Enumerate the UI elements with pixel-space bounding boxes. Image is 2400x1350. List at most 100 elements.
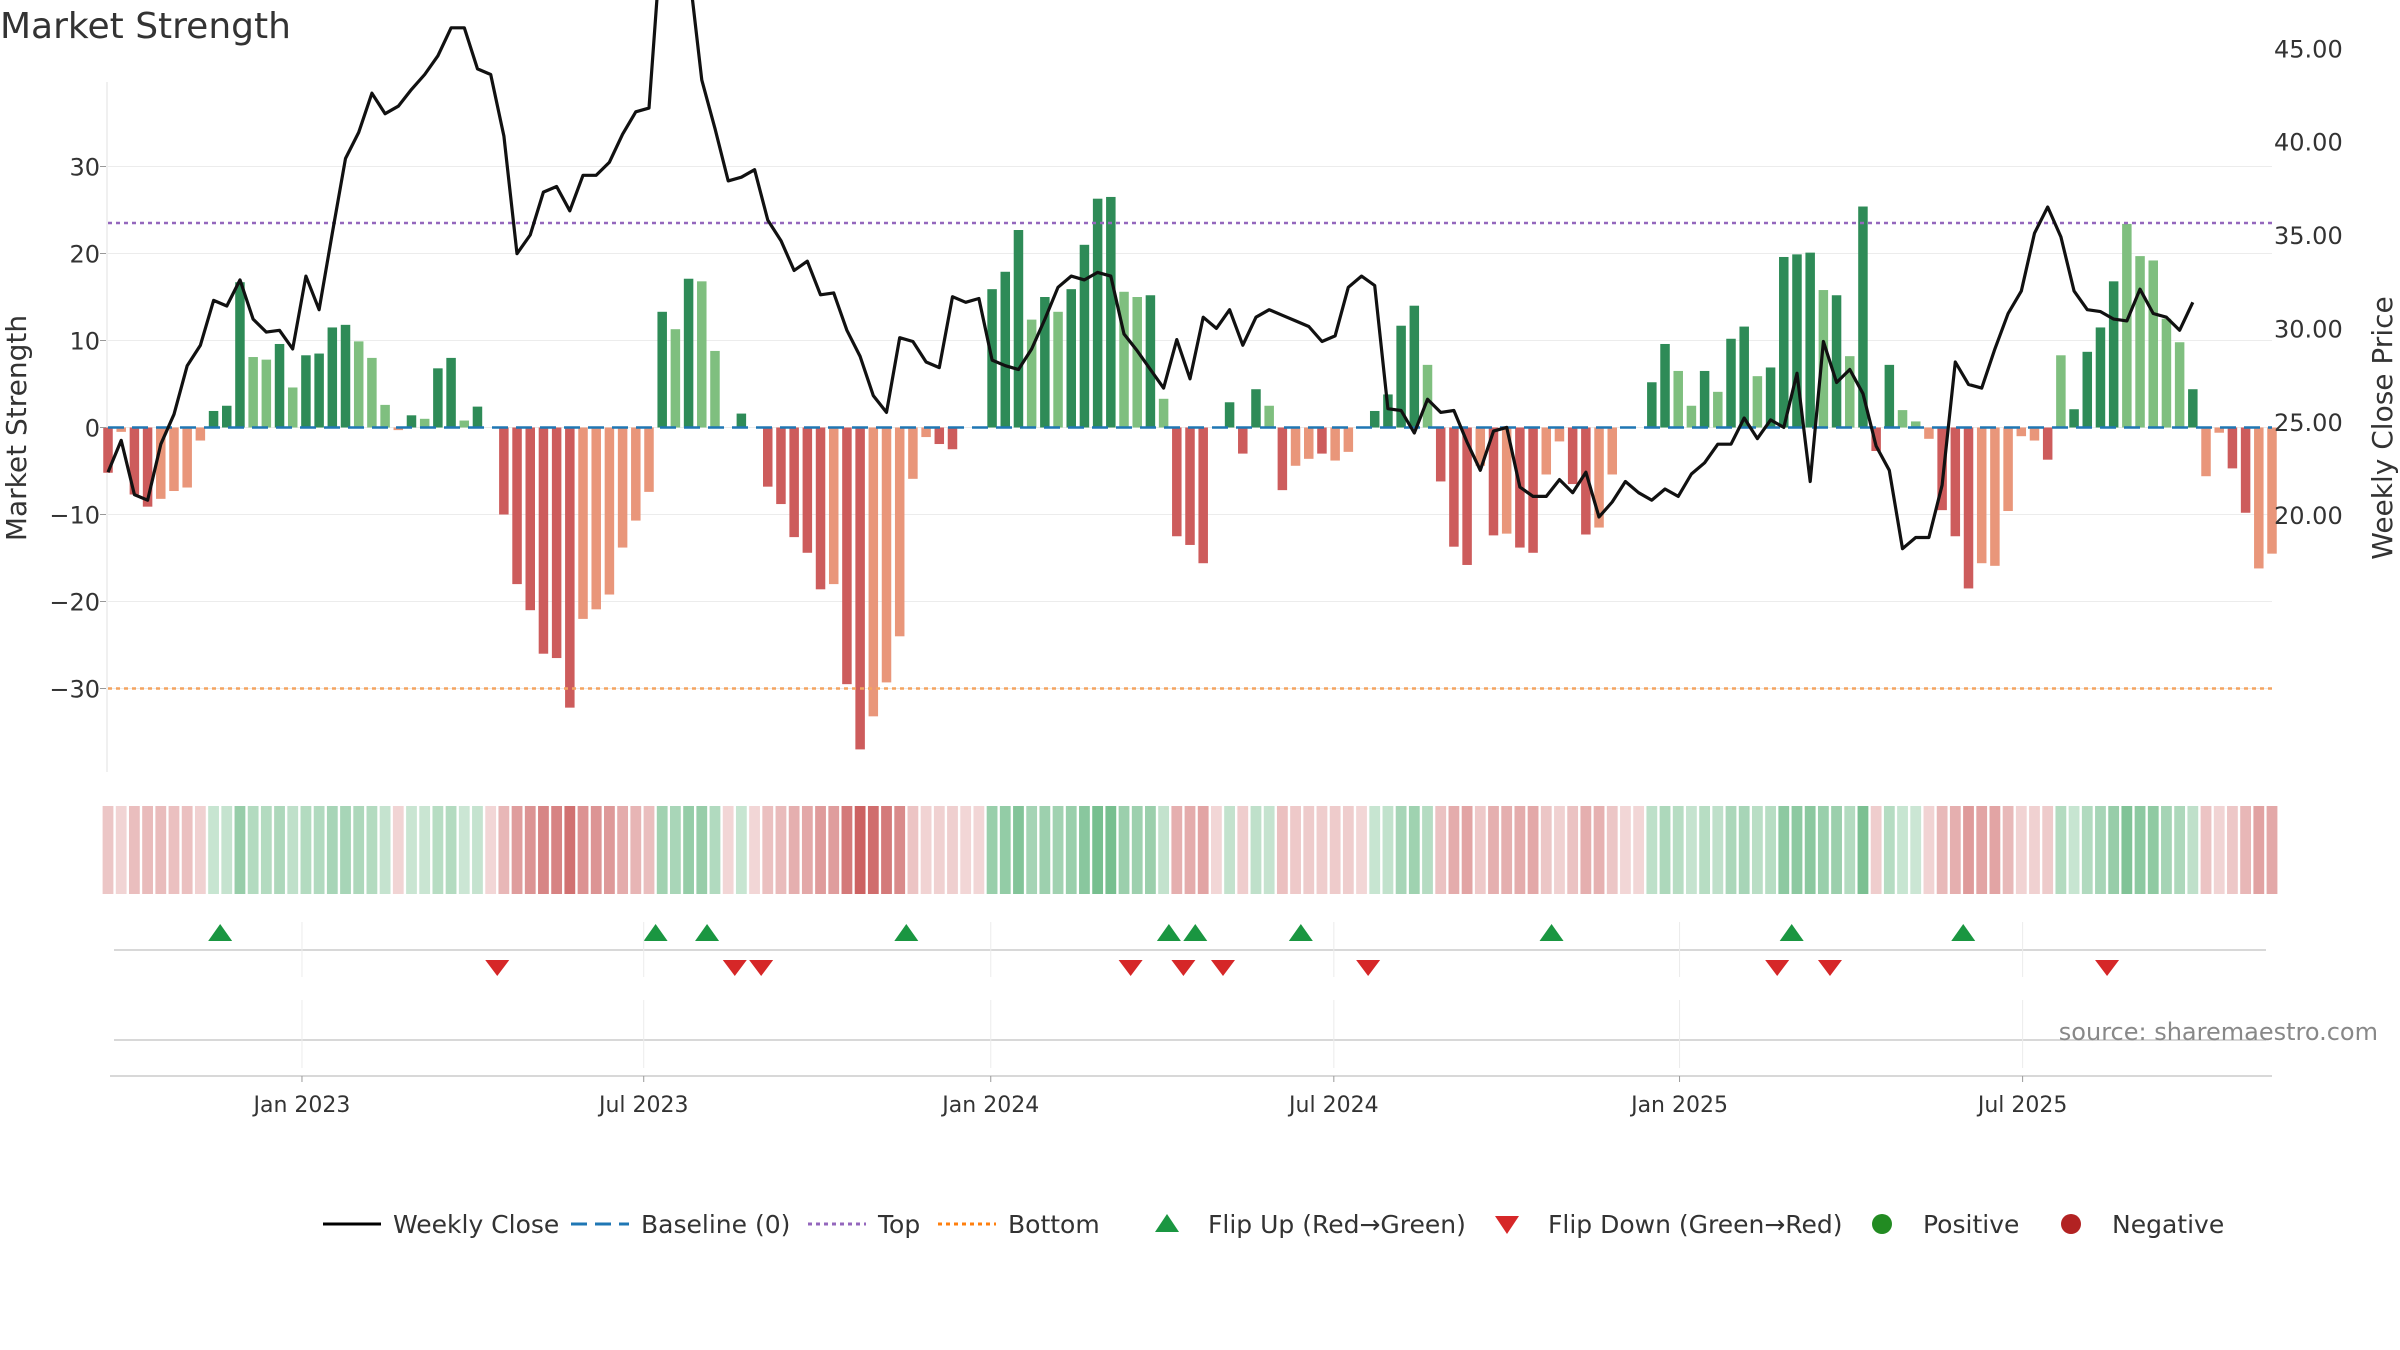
strength-bar bbox=[327, 327, 338, 428]
strength-bar bbox=[353, 341, 364, 428]
strength-bar bbox=[1976, 427, 1987, 564]
strength-bar bbox=[2214, 427, 2224, 433]
strength-bar bbox=[419, 418, 430, 428]
strength-bar bbox=[367, 357, 377, 428]
strength-bar bbox=[683, 278, 694, 428]
strength-bar bbox=[314, 353, 324, 428]
heat-cell bbox=[775, 806, 787, 894]
strength-bar bbox=[1607, 427, 1617, 475]
heat-cell bbox=[1778, 806, 1790, 894]
strength-bar bbox=[1594, 427, 1604, 528]
heat-cell bbox=[1883, 806, 1895, 894]
strength-bar bbox=[908, 427, 918, 479]
strength-bar bbox=[129, 427, 140, 495]
right-tick-label: 40.00 bbox=[2274, 129, 2343, 157]
strength-bar bbox=[1950, 427, 1961, 537]
flip-down-marker bbox=[1817, 960, 1842, 976]
strength-bar bbox=[1330, 427, 1340, 461]
heat-cell bbox=[419, 806, 431, 894]
flip-up-marker bbox=[643, 924, 668, 941]
heat-cell bbox=[2174, 806, 2186, 894]
strength-bar bbox=[222, 405, 232, 428]
heat-cell bbox=[907, 806, 919, 894]
heat-cell bbox=[973, 806, 985, 894]
strength-bar bbox=[1884, 364, 1895, 428]
heat-cell bbox=[1105, 806, 1117, 894]
heat-cell bbox=[1184, 806, 1196, 894]
strength-bar bbox=[472, 406, 483, 428]
strength-bar bbox=[1897, 410, 1908, 428]
strength-bar bbox=[2056, 355, 2066, 428]
y-axis-label-left: Market Strength bbox=[0, 315, 33, 541]
heat-cell bbox=[1580, 806, 1592, 894]
strength-bar bbox=[551, 427, 562, 659]
strength-bar bbox=[2095, 327, 2106, 428]
legend-swatch-circle bbox=[1872, 1214, 1892, 1234]
heat-cell bbox=[815, 806, 826, 894]
heat-cell bbox=[749, 806, 760, 894]
strength-bar bbox=[631, 427, 641, 521]
heat-cell bbox=[102, 806, 114, 894]
heat-cell bbox=[458, 806, 470, 894]
strength-bar bbox=[538, 427, 549, 654]
strength-bar bbox=[182, 427, 192, 488]
strength-bar bbox=[2161, 318, 2172, 428]
flip-up-marker bbox=[1539, 924, 1564, 941]
strength-bar bbox=[1805, 252, 1815, 428]
heat-cell bbox=[2213, 806, 2225, 894]
heat-cell bbox=[181, 806, 193, 894]
x-tick-label: Jan 2023 bbox=[252, 1093, 351, 1118]
heat-cell bbox=[2240, 806, 2252, 894]
heat-cell bbox=[287, 806, 299, 894]
legend-item: Baseline (0) bbox=[571, 1210, 790, 1239]
heat-cell bbox=[1870, 806, 1882, 894]
heat-cell bbox=[1791, 806, 1803, 894]
heat-cell bbox=[1158, 806, 1170, 894]
heat-cell bbox=[1488, 806, 1499, 894]
strength-bar bbox=[1040, 297, 1050, 428]
strength-bar bbox=[1673, 370, 1683, 428]
heat-cell bbox=[604, 806, 615, 894]
heat-cell bbox=[1329, 806, 1341, 894]
strength-bar bbox=[802, 427, 813, 553]
heat-cell bbox=[1633, 806, 1645, 894]
strength-bar bbox=[1647, 382, 1657, 428]
heat-cell bbox=[524, 806, 536, 894]
chart-title: Market Strength bbox=[0, 6, 291, 47]
strength-bar bbox=[2188, 389, 2198, 428]
strength-bar bbox=[1000, 271, 1011, 428]
heat-cell bbox=[168, 806, 180, 894]
strength-bar bbox=[1409, 305, 1420, 428]
legend-swatch-down-triangle bbox=[1495, 1216, 1519, 1234]
heat-cell bbox=[1026, 806, 1038, 894]
strength-bar bbox=[1422, 364, 1433, 428]
strength-bar bbox=[763, 427, 773, 487]
heat-cell bbox=[722, 806, 734, 894]
heat-cell bbox=[1356, 806, 1367, 894]
heat-cell bbox=[947, 806, 958, 894]
strength-bar bbox=[1224, 402, 1235, 428]
strength-bar bbox=[1779, 256, 1789, 428]
strength-bar bbox=[1910, 421, 1921, 428]
strength-bar bbox=[1013, 230, 1024, 428]
heat-cell bbox=[1052, 806, 1064, 894]
heat-cell bbox=[1197, 806, 1209, 894]
flip-up-marker bbox=[1183, 924, 1208, 941]
strength-bar bbox=[1238, 427, 1248, 454]
strength-bar bbox=[1554, 427, 1565, 442]
strength-bar bbox=[2227, 427, 2238, 469]
strength-bar bbox=[380, 404, 390, 428]
strength-bar bbox=[1792, 254, 1802, 428]
heat-cell bbox=[709, 806, 721, 894]
strength-bar bbox=[195, 427, 206, 441]
heat-cell bbox=[1039, 806, 1051, 894]
heat-cell bbox=[1210, 806, 1222, 894]
heat-cell bbox=[1316, 806, 1328, 894]
strength-bar bbox=[1765, 367, 1776, 428]
heat-cell bbox=[2266, 806, 2278, 894]
heat-cell bbox=[1079, 806, 1090, 894]
strength-bar bbox=[1449, 427, 1459, 547]
legend-label: Flip Up (Red→Green) bbox=[1208, 1210, 1466, 1239]
strength-bar bbox=[169, 427, 179, 492]
legend-label: Positive bbox=[1923, 1210, 2019, 1239]
